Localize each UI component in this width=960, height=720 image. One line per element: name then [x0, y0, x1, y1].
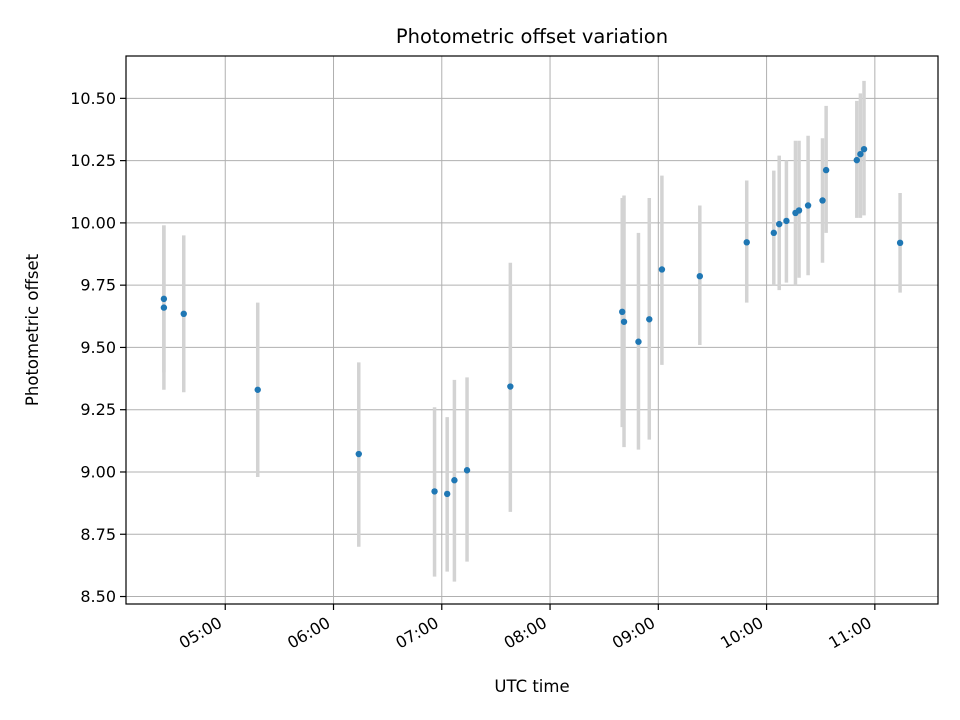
chart-title: Photometric offset variation: [396, 25, 668, 48]
data-point: [507, 383, 514, 390]
data-point: [770, 229, 777, 237]
data-point: [776, 220, 783, 228]
data-point: [431, 488, 438, 495]
data-point: [819, 197, 826, 204]
plot-area-frame: [125, 55, 939, 605]
data-point: [783, 217, 790, 225]
data-point: [160, 304, 168, 311]
data-point: [451, 477, 458, 484]
y-tick-label: 10.25: [70, 151, 116, 170]
y-axis-ticks: 8.50 8.75 9.00 9.25 9.50 9.75 10.00 10.25 10.50: [70, 89, 126, 606]
y-axis-label: Photometric offset: [23, 253, 42, 406]
data-point: [860, 145, 868, 153]
grid-lines: [126, 56, 938, 604]
data-point: [355, 450, 362, 458]
y-tick-label: 10.00: [70, 213, 116, 232]
data-points: [160, 145, 904, 498]
data-point: [620, 318, 628, 325]
data-point: [857, 150, 864, 158]
data-point: [658, 266, 666, 273]
data-point: [822, 166, 830, 174]
data-point: [619, 308, 626, 316]
data-point: [254, 386, 261, 393]
y-tick-label: 9.00: [80, 462, 116, 481]
x-axis-label: UTC time: [494, 677, 569, 696]
data-point: [443, 490, 451, 498]
data-point: [635, 338, 642, 345]
y-tick-label: 9.75: [80, 276, 116, 295]
data-point: [853, 156, 860, 164]
data-point: [804, 202, 812, 209]
data-point: [743, 239, 750, 246]
data-point: [696, 272, 704, 280]
y-tick-label: 8.50: [80, 587, 116, 606]
data-point: [463, 467, 471, 474]
y-tick-label: 9.25: [80, 400, 116, 419]
y-tick-label: 9.50: [80, 338, 116, 357]
data-point: [160, 295, 168, 303]
data-point: [795, 207, 803, 214]
data-point: [646, 316, 653, 323]
data-point: [896, 239, 904, 247]
y-tick-label: 10.50: [70, 89, 116, 108]
data-point: [180, 310, 187, 318]
y-tick-label: 8.75: [80, 525, 116, 544]
